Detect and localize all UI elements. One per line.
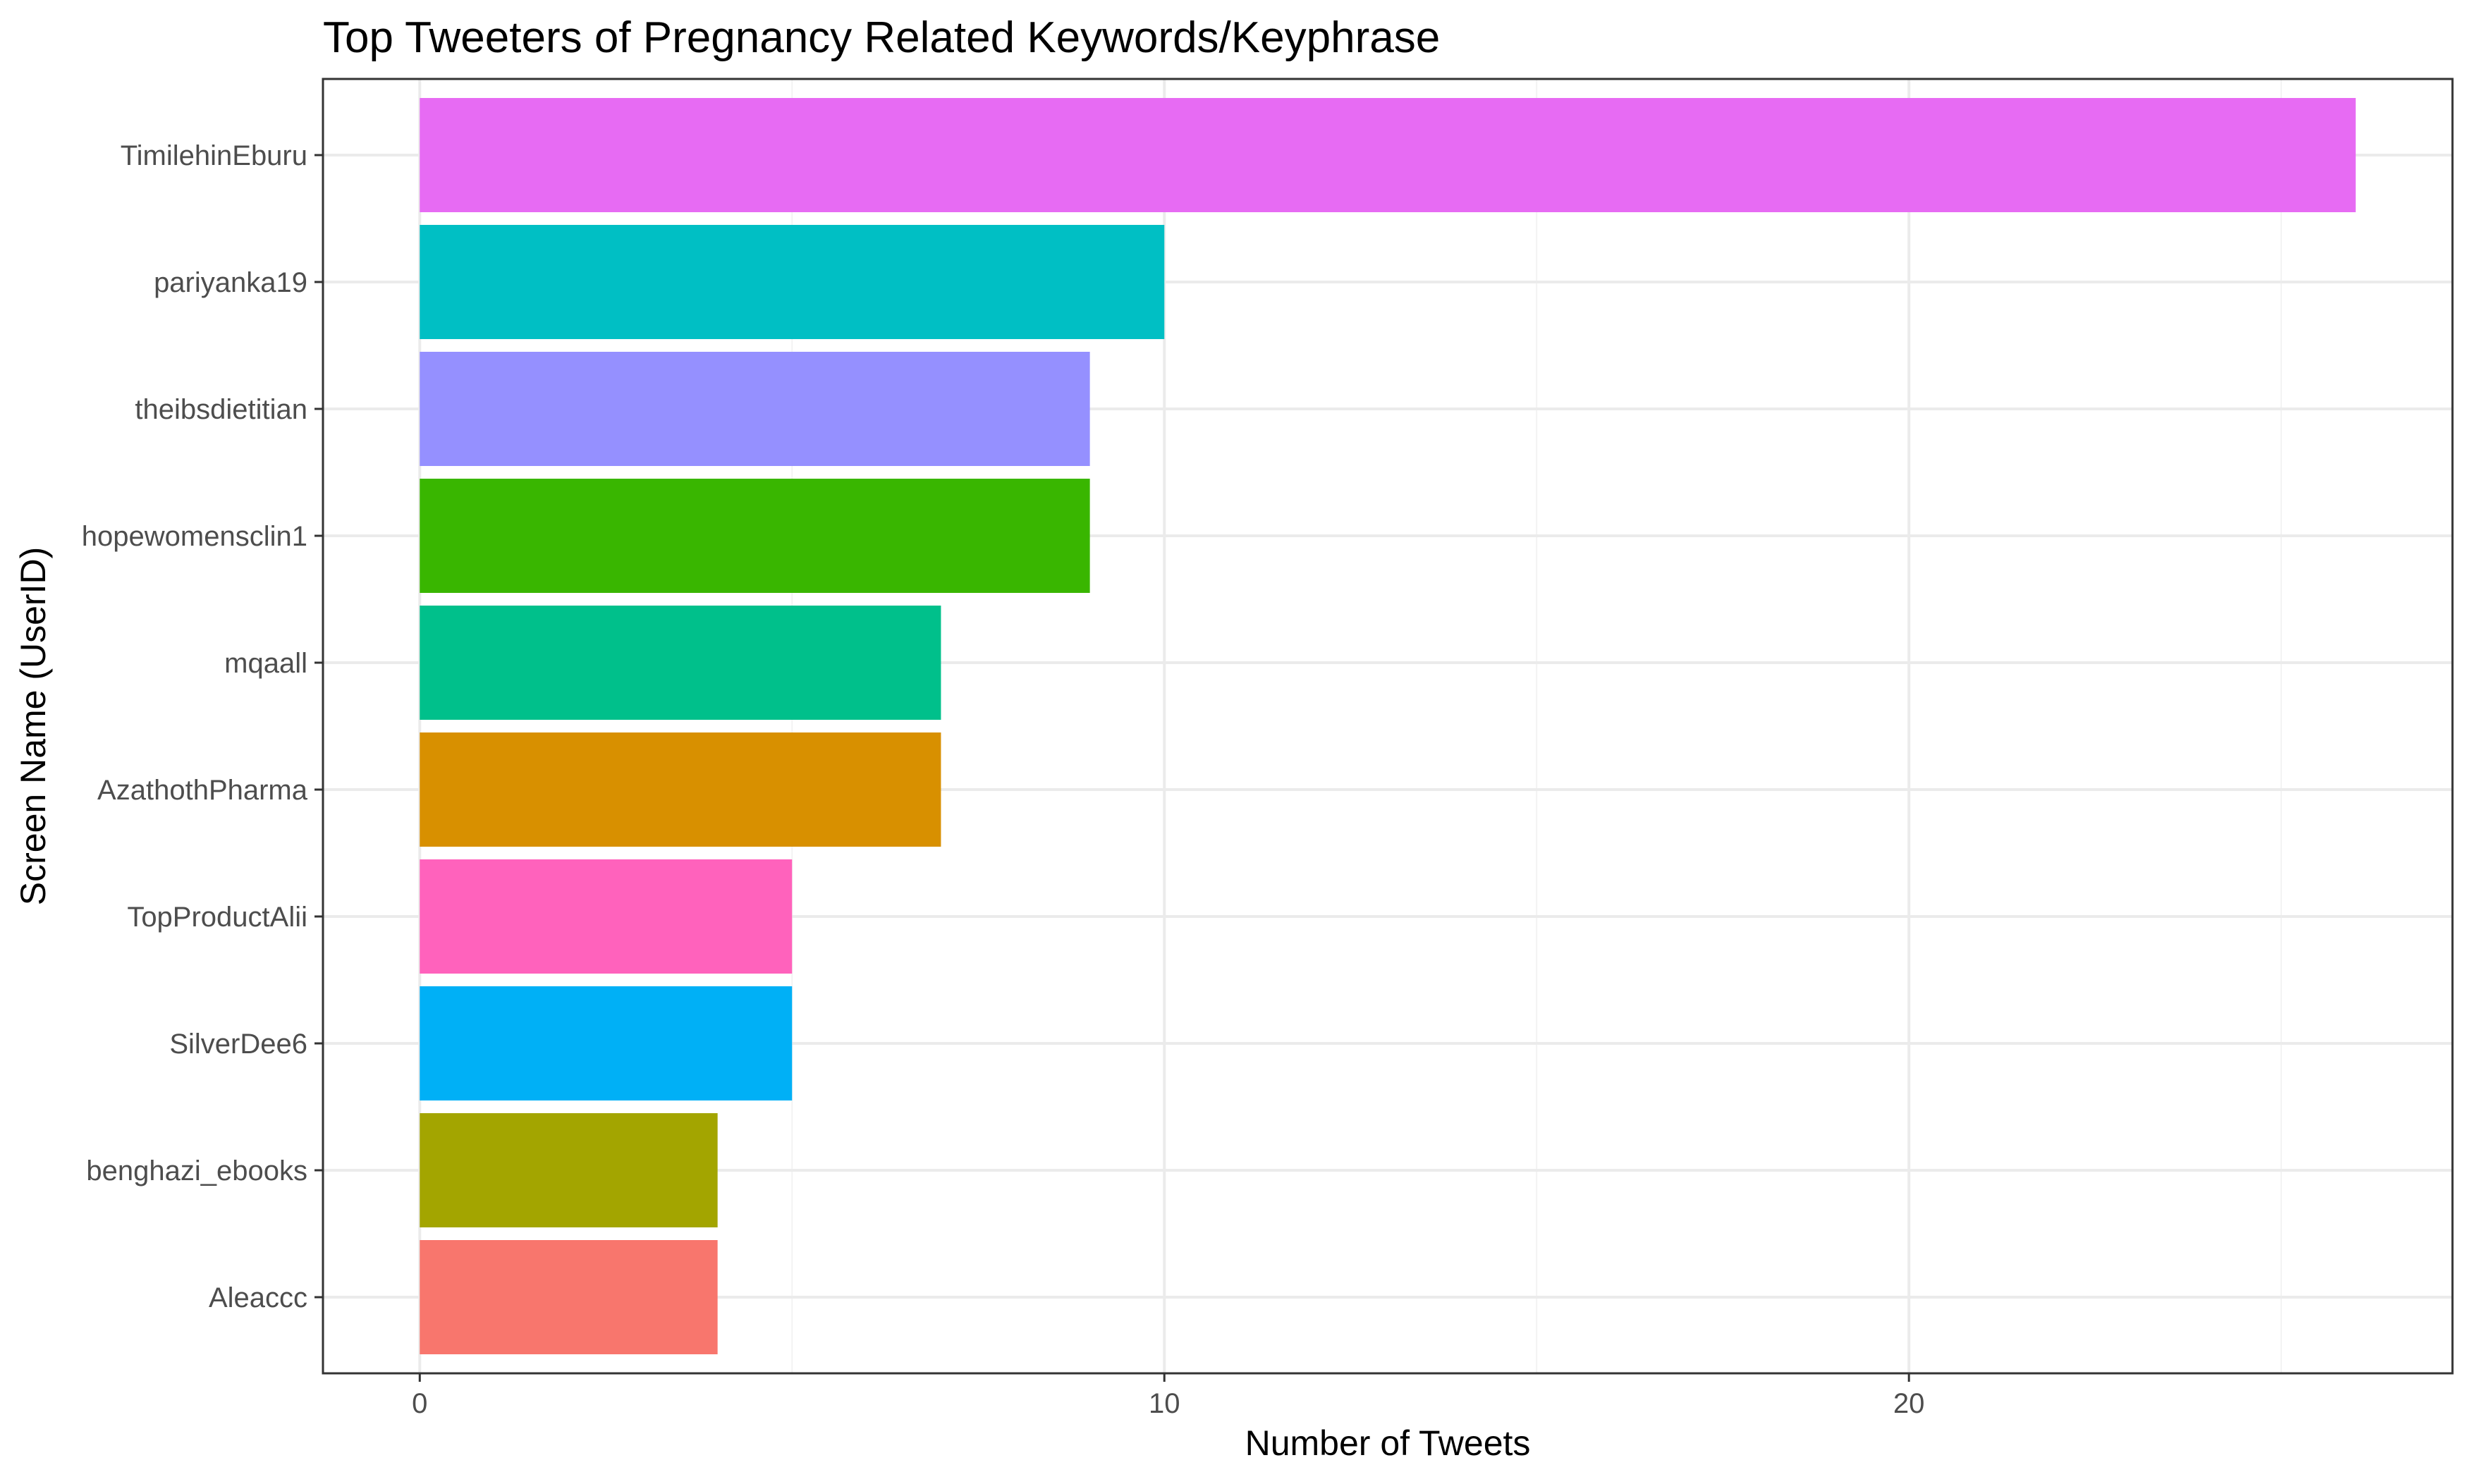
- y-tick-label: AzathothPharma: [97, 775, 308, 806]
- bar-Aleaccc: [420, 1240, 718, 1354]
- y-tick-label: theibsdietitian: [135, 394, 307, 425]
- y-axis-title: Screen Name (UserID): [13, 547, 53, 905]
- x-axis-title: Number of Tweets: [1245, 1423, 1531, 1463]
- y-tick-label: Aleaccc: [209, 1282, 307, 1313]
- x-tick-label: 20: [1893, 1388, 1925, 1419]
- bar-hopewomensclin1: [420, 479, 1090, 593]
- axis-ticks: 0 10 20 TimilehinEburu pariyanka19 theibsdiet…: [82, 140, 1925, 1419]
- bar-TimilehinEburu: [420, 98, 2356, 212]
- y-tick-label: TopProductAlii: [127, 902, 307, 933]
- bar-AzathothPharma: [420, 732, 941, 847]
- bars: [420, 98, 2356, 1354]
- bar-theibsdietitian: [420, 352, 1090, 466]
- bar-SilverDee6: [420, 986, 793, 1100]
- plot-panel-border: [322, 78, 2454, 1375]
- x-tick-label: 0: [412, 1388, 427, 1419]
- y-tick-label: SilverDee6: [169, 1029, 307, 1060]
- y-tick-label: benghazi_ebooks: [86, 1155, 307, 1186]
- bar-TopProductAlii: [420, 859, 793, 974]
- bar-benghazi_ebooks: [420, 1113, 718, 1227]
- x-tick-label: 10: [1149, 1388, 1180, 1419]
- y-tick-label: pariyanka19: [154, 267, 307, 298]
- y-tick-label: hopewomensclin1: [82, 521, 307, 552]
- y-tick-label: mqaall: [224, 648, 307, 679]
- chart-title: Top Tweeters of Pregnancy Related Keywor…: [323, 13, 1440, 62]
- bar-pariyanka19: [420, 225, 1165, 339]
- bar-mqaall: [420, 606, 941, 720]
- y-tick-label: TimilehinEburu: [121, 140, 307, 171]
